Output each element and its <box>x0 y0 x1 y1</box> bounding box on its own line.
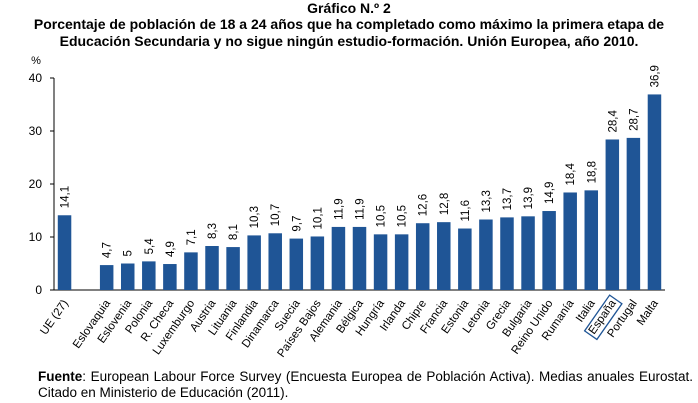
bar <box>626 137 641 290</box>
data-label: 18,8 <box>586 161 598 183</box>
bar <box>310 236 325 290</box>
data-label: 12,8 <box>439 193 451 215</box>
bar <box>120 263 135 290</box>
bar <box>373 234 388 290</box>
data-label: 18,4 <box>565 162 577 185</box>
data-label: 10,3 <box>249 206 261 228</box>
data-label: 12,6 <box>418 194 430 216</box>
chart-title-line-1: Porcentaje de población de 18 a 24 años … <box>33 16 665 32</box>
y-axis-unit-label: % <box>31 55 41 67</box>
data-label: 5 <box>123 250 135 256</box>
bar <box>226 247 240 290</box>
bar <box>500 217 514 290</box>
source-text: : European Labour Force Survey (Encuesta… <box>38 369 693 400</box>
bar <box>584 190 599 290</box>
bar <box>415 223 430 290</box>
bar <box>268 233 282 290</box>
bar <box>563 192 577 290</box>
highlight-box <box>583 294 623 341</box>
data-label: 4,9 <box>165 241 177 257</box>
y-tick-label: 10 <box>29 230 43 244</box>
data-label: 10,1 <box>312 207 324 229</box>
chart-title-line-2: Educación Secundaria y no sigue ningún e… <box>59 33 639 49</box>
source-label: Fuente <box>38 369 83 384</box>
data-label: 8,1 <box>228 224 240 240</box>
data-label: 5,4 <box>144 238 156 255</box>
bar <box>163 264 177 290</box>
data-label: 11,9 <box>333 198 345 220</box>
bar <box>142 261 156 290</box>
data-label: 8,3 <box>207 223 219 239</box>
bar <box>205 246 219 290</box>
y-tick-label: 20 <box>29 177 43 191</box>
bar <box>458 228 472 290</box>
bar <box>184 252 198 290</box>
bar <box>289 238 304 290</box>
chart-header: Gráfico N.º 2 Porcentaje de población de… <box>0 0 698 50</box>
data-label: 10,5 <box>376 205 388 227</box>
bar <box>352 226 367 290</box>
category-label: UE (27) <box>38 298 71 337</box>
bar <box>247 235 261 290</box>
bar <box>542 211 556 290</box>
bar <box>437 222 451 290</box>
data-label: 10,7 <box>270 204 282 226</box>
y-tick-label: 0 <box>35 283 42 297</box>
data-label: 13,3 <box>481 190 493 212</box>
bar <box>394 234 409 290</box>
data-label: 11,6 <box>460 200 472 222</box>
bar <box>99 265 114 290</box>
data-label: 13,9 <box>523 187 535 209</box>
bar <box>57 215 72 290</box>
bar <box>331 226 346 290</box>
y-tick-label: 30 <box>29 124 43 138</box>
graph-number-label: Gráfico N.º 2 <box>307 0 391 16</box>
category-label: Malta <box>635 297 661 327</box>
bar <box>479 219 493 290</box>
data-label: 28,7 <box>628 108 640 130</box>
data-label: 14,1 <box>60 186 72 208</box>
data-label: 10,5 <box>397 205 409 227</box>
data-label: 36,9 <box>649 65 661 87</box>
data-label: 9,7 <box>291 216 303 232</box>
data-label: 7,1 <box>186 229 198 245</box>
data-label: 28,4 <box>607 109 619 132</box>
y-tick-label: 40 <box>29 71 43 85</box>
bar <box>605 139 620 290</box>
data-label: 13,7 <box>502 188 514 210</box>
bar <box>521 216 535 290</box>
bar <box>647 94 662 291</box>
source-note: Fuente: European Labour Force Survey (En… <box>38 369 693 401</box>
data-label: 14,9 <box>544 182 556 204</box>
data-label: 4,7 <box>102 242 114 258</box>
data-label: 11,9 <box>355 198 367 220</box>
